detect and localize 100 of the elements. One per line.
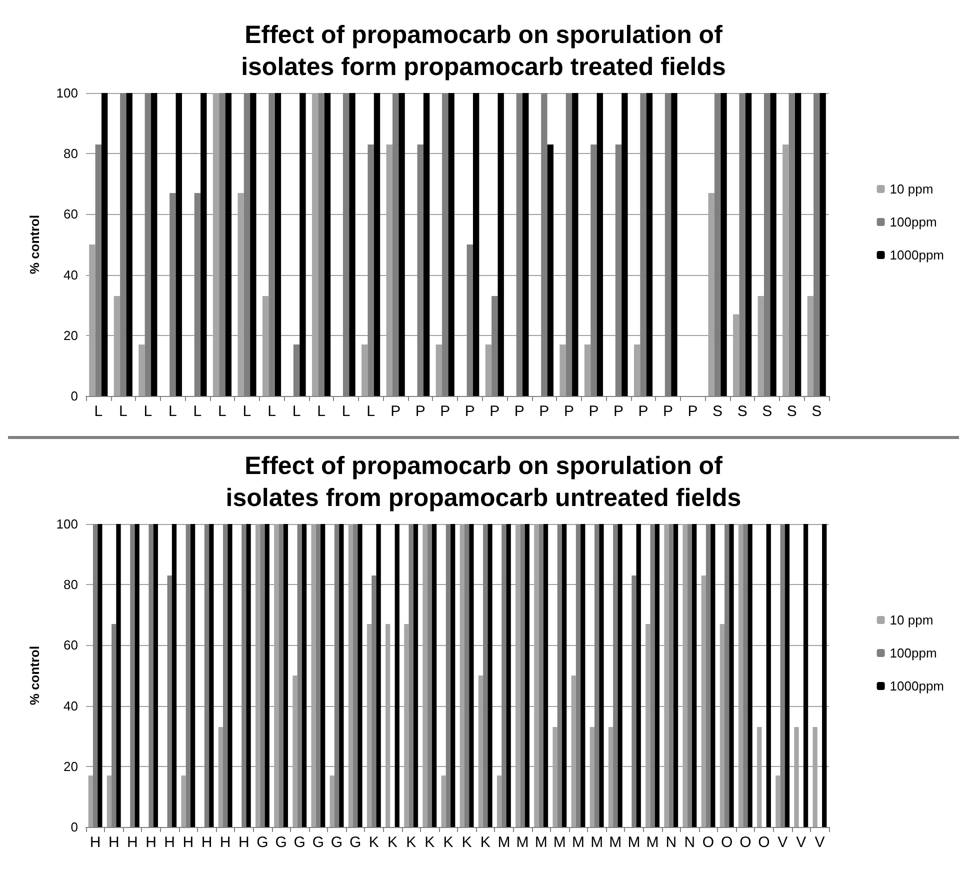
x-tick-label: H [182, 834, 194, 851]
y-tick-label: 60 [64, 638, 78, 653]
x-tick-label: L [317, 403, 326, 420]
bar [803, 524, 808, 827]
x-tick-label: S [712, 403, 723, 420]
chart-title: Effect of propamocarb on sporulation of isolates from propamocarb untreated fields [226, 452, 742, 512]
x-tick-label: P [464, 403, 475, 420]
bar [151, 93, 158, 396]
bar [673, 524, 678, 827]
x-tick-label: V [796, 834, 806, 851]
x-tick-label: G [350, 834, 362, 851]
bar [283, 524, 288, 827]
bar [745, 93, 752, 396]
x-tick-label: S [762, 403, 772, 420]
bar [436, 344, 442, 396]
x-tick-label: G [256, 834, 268, 851]
bar [634, 344, 640, 396]
x-tick-label: H [238, 834, 250, 851]
bar [485, 344, 492, 396]
bar [710, 524, 716, 827]
x-tick-label: K [443, 834, 454, 851]
x-tick-label: L [292, 403, 301, 420]
legend-label: 100ppm [890, 646, 937, 660]
x-tick-label: G [330, 834, 343, 851]
x-tick-label: K [424, 834, 435, 851]
bar [423, 93, 430, 396]
x-tick-label: G [275, 834, 287, 851]
x-tick-label: M [628, 834, 640, 851]
x-tick-label: L [168, 403, 177, 420]
bar [172, 524, 177, 827]
y-axis-title: % control [27, 646, 42, 706]
chart-title: Effect of propamocarb on sporulation of isolates form propamocarb treated fields [241, 21, 726, 81]
y-tick-label: 20 [64, 758, 78, 774]
y-tick-label: 80 [64, 146, 78, 162]
bar [720, 93, 727, 396]
x-tick-label: L [144, 403, 152, 420]
bar [496, 775, 502, 827]
bar [324, 93, 331, 396]
y-axis-title: % control [27, 214, 42, 274]
bar [596, 93, 604, 396]
bar [580, 524, 586, 827]
bar [469, 524, 474, 827]
x-tick-label: M [516, 834, 529, 851]
x-tick-label: O [740, 834, 752, 851]
bar [488, 524, 492, 827]
bar [250, 93, 256, 396]
x-tick-label: P [663, 403, 674, 420]
bar [572, 93, 578, 396]
bar [562, 524, 567, 827]
x-tick-label: L [218, 403, 226, 420]
x-tick-label: L [268, 403, 276, 420]
bar [190, 524, 196, 827]
x-tick-label: S [786, 403, 797, 420]
x-tick-label: O [721, 834, 733, 851]
x-tick-label: P [440, 403, 450, 420]
bar [560, 344, 566, 396]
bar [618, 524, 622, 827]
bar [524, 524, 530, 827]
bar [138, 344, 145, 396]
x-tick-label: H [108, 834, 120, 851]
bar [822, 524, 827, 827]
x-tick-label: K [406, 834, 416, 851]
bar [622, 93, 628, 396]
x-tick-label: P [588, 403, 599, 420]
bar [98, 524, 102, 827]
bar [472, 93, 480, 396]
y-tick-label: 0 [70, 820, 78, 834]
legend-label: 1000ppm [890, 678, 944, 694]
bar [450, 524, 456, 827]
bar [432, 524, 437, 827]
bar [654, 524, 660, 827]
bar [636, 524, 641, 827]
bar [770, 93, 776, 396]
bar [181, 775, 186, 827]
bar [339, 524, 344, 827]
bar [358, 524, 362, 827]
y-tick-label: 40 [64, 267, 78, 282]
y-tick-label: 20 [64, 328, 78, 343]
x-tick-label: M [590, 834, 604, 851]
bar [246, 524, 251, 827]
bar [784, 524, 790, 827]
bar [599, 524, 604, 827]
x-tick-label: V [814, 834, 825, 851]
x-tick-label: P [638, 403, 648, 420]
y-tick-label: 40 [64, 698, 78, 714]
bar [362, 344, 368, 396]
y-tick-label: 80 [64, 577, 78, 592]
bar [441, 775, 446, 827]
bar [692, 524, 697, 827]
x-tick-label: H [164, 834, 176, 851]
x-tick-label: P [564, 403, 574, 420]
x-tick-label: O [702, 834, 714, 851]
x-tick-label: P [613, 403, 624, 420]
x-tick-label: H [146, 834, 156, 851]
bar [729, 524, 734, 827]
bar [300, 93, 306, 396]
x-tick-label: O [758, 834, 770, 851]
x-tick-label: K [462, 834, 472, 851]
x-tick-label: G [312, 834, 324, 851]
bar [543, 524, 548, 827]
